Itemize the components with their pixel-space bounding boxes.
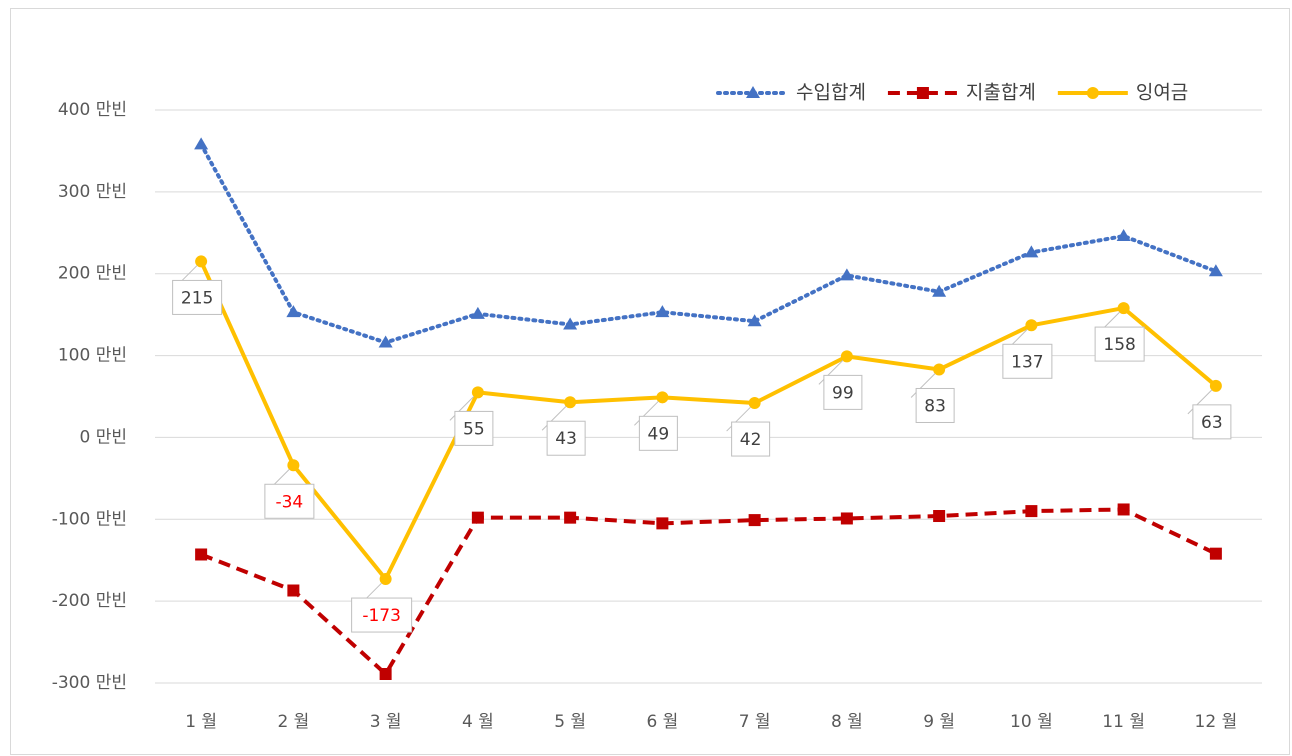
legend-label: 잉여금 [1136,82,1188,104]
leader-line [1187,389,1213,415]
data-point [932,284,947,297]
x-tick-label: 12 월 [1195,712,1238,732]
legend-label: 수입합계 [796,82,866,104]
leader-line [818,360,844,385]
data-point [287,459,300,472]
data-label-box [351,597,413,633]
legend-marker [916,87,929,99]
data-point [1209,379,1222,392]
x-tick-label: 2 월 [277,712,309,732]
data-label: -173 [362,606,401,626]
data-point [1025,319,1038,332]
legend-marker [746,86,760,98]
data-label: 83 [924,396,946,416]
chart-frame [10,8,1290,755]
x-tick-label: 3 월 [370,712,402,732]
data-point [471,511,484,524]
data-label-box [731,421,771,457]
data-label: 55 [463,419,485,439]
data-point [747,314,762,327]
data-label: 137 [1011,352,1043,372]
series-line [199,142,1218,345]
y-tick-label: 0 만빈 [80,427,128,447]
data-label: 49 [648,424,670,444]
data-point [1116,229,1131,242]
y-tick-label: 200 만빈 [58,264,127,284]
series-line [200,507,1217,676]
legend-marker [1086,87,1099,99]
leader-line [541,405,567,431]
x-tick-label: 7 월 [739,712,771,732]
data-label-box [638,415,678,451]
data-point [1208,264,1223,277]
x-tick-label: 6 월 [646,712,678,732]
data-label-box [172,279,223,315]
y-tick-label: -200 만빈 [52,591,127,611]
data-label-box [454,410,494,446]
data-point [471,386,484,399]
data-label-box [1002,343,1053,379]
leader-line [726,406,751,432]
data-point [195,255,208,268]
data-point [656,517,669,530]
data-label: 42 [740,430,762,450]
x-tick-label: 8 월 [831,712,863,732]
data-point [1025,505,1038,518]
y-tick-label: 400 만빈 [58,100,127,120]
data-point [1209,547,1222,560]
y-tick-label: 100 만빈 [58,346,127,366]
data-point [655,305,670,318]
leader-line [449,396,475,421]
data-label: 158 [1103,335,1135,355]
data-point [195,548,208,561]
leader-line [910,373,936,398]
data-point [748,514,761,527]
data-label: 43 [555,429,577,449]
data-point [656,391,669,404]
series-line [199,260,1218,582]
x-tick-label: 9 월 [923,712,955,732]
data-point [287,584,300,597]
data-point [1117,503,1130,516]
data-label-box [1094,326,1145,362]
data-point [378,335,393,348]
data-point [379,573,392,586]
data-label-box [823,374,863,410]
data-point [839,268,854,281]
x-tick-label: 10 월 [1010,712,1053,732]
data-point [564,396,577,409]
y-tick-label: 300 만빈 [58,182,127,202]
data-point [840,512,853,525]
data-point [286,305,301,318]
data-point [1117,302,1130,315]
data-label: -34 [275,492,303,512]
data-label-box [915,387,955,423]
data-label-box [546,420,586,456]
x-tick-label: 4 월 [462,712,494,732]
data-point [840,350,853,363]
data-label: 215 [181,288,213,308]
x-tick-label: 5 월 [554,712,586,732]
data-label-box [264,483,315,519]
x-tick-label: 11 월 [1102,712,1145,732]
data-point [1024,245,1039,258]
legend-label: 지출합계 [966,82,1036,104]
data-point [748,397,761,410]
leader-line [634,400,659,426]
data-label: 99 [832,383,854,403]
data-point [933,363,946,376]
data-point [564,511,577,524]
data-point [563,317,578,330]
data-point [194,137,209,150]
legend: 수입합계 지출합계 잉여금 [716,82,1188,104]
data-label: 63 [1201,413,1223,433]
data-point [470,306,485,319]
data-label-box [1192,404,1232,440]
x-tick-label: 1 월 [185,712,217,732]
data-point [379,667,392,680]
y-tick-label: -100 만빈 [52,509,127,529]
y-tick-label: -300 만빈 [52,673,127,693]
data-point [933,510,946,523]
